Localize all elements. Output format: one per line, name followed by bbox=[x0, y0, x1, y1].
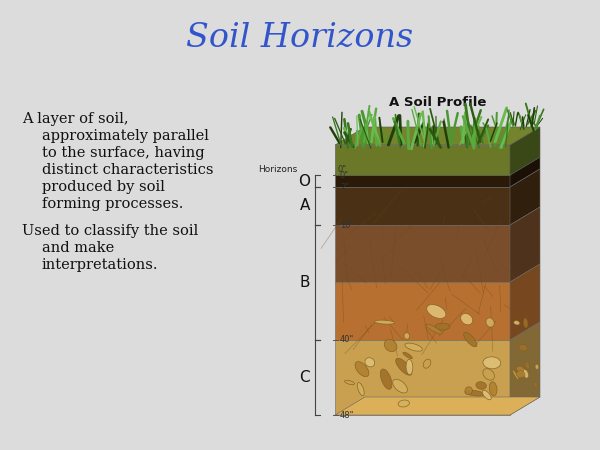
Polygon shape bbox=[510, 157, 540, 187]
Polygon shape bbox=[335, 157, 540, 175]
Text: Horizons: Horizons bbox=[258, 165, 297, 174]
Ellipse shape bbox=[464, 333, 477, 347]
Ellipse shape bbox=[482, 390, 491, 400]
Ellipse shape bbox=[534, 382, 537, 388]
Ellipse shape bbox=[358, 382, 364, 396]
Text: A: A bbox=[299, 198, 310, 213]
Polygon shape bbox=[335, 187, 510, 225]
Ellipse shape bbox=[516, 371, 525, 378]
Text: 40": 40" bbox=[340, 336, 354, 345]
Polygon shape bbox=[335, 225, 510, 282]
Ellipse shape bbox=[524, 318, 528, 328]
Polygon shape bbox=[510, 169, 540, 225]
Ellipse shape bbox=[398, 400, 409, 407]
Polygon shape bbox=[335, 397, 540, 415]
Ellipse shape bbox=[483, 357, 501, 369]
Text: interpretations.: interpretations. bbox=[42, 258, 158, 272]
Ellipse shape bbox=[344, 380, 355, 385]
Ellipse shape bbox=[404, 333, 410, 339]
Text: A layer of soil,: A layer of soil, bbox=[22, 112, 128, 126]
Ellipse shape bbox=[355, 362, 369, 377]
Text: 0": 0" bbox=[340, 171, 349, 180]
Ellipse shape bbox=[403, 352, 412, 359]
Ellipse shape bbox=[523, 369, 529, 378]
Ellipse shape bbox=[426, 324, 442, 334]
Polygon shape bbox=[510, 264, 540, 340]
Polygon shape bbox=[335, 175, 510, 187]
Ellipse shape bbox=[385, 339, 397, 351]
Polygon shape bbox=[335, 127, 540, 145]
Text: 2": 2" bbox=[340, 183, 349, 192]
Polygon shape bbox=[335, 145, 510, 175]
Text: and make: and make bbox=[42, 241, 114, 255]
Ellipse shape bbox=[512, 370, 519, 380]
Text: Used to classify the soil: Used to classify the soil bbox=[22, 224, 198, 238]
Ellipse shape bbox=[365, 358, 375, 367]
Ellipse shape bbox=[483, 369, 494, 380]
Ellipse shape bbox=[476, 382, 487, 389]
Ellipse shape bbox=[517, 366, 526, 373]
Ellipse shape bbox=[435, 323, 450, 330]
Ellipse shape bbox=[392, 379, 407, 393]
Text: produced by soil: produced by soil bbox=[42, 180, 165, 194]
Ellipse shape bbox=[465, 390, 484, 396]
Polygon shape bbox=[510, 322, 540, 415]
Ellipse shape bbox=[525, 362, 529, 369]
Text: 10": 10" bbox=[340, 220, 354, 230]
Ellipse shape bbox=[535, 364, 539, 369]
Ellipse shape bbox=[489, 382, 497, 396]
Text: A Soil Profile: A Soil Profile bbox=[389, 96, 486, 109]
Ellipse shape bbox=[406, 360, 413, 375]
Ellipse shape bbox=[423, 359, 431, 368]
Ellipse shape bbox=[514, 321, 520, 325]
Polygon shape bbox=[510, 127, 540, 175]
Text: to the surface, having: to the surface, having bbox=[42, 146, 205, 160]
Text: approximately parallel: approximately parallel bbox=[42, 129, 209, 143]
Text: Soil Horizons: Soil Horizons bbox=[187, 22, 413, 54]
Polygon shape bbox=[335, 282, 510, 340]
Text: 0": 0" bbox=[337, 165, 346, 174]
Text: O: O bbox=[298, 174, 310, 189]
Text: distinct characteristics: distinct characteristics bbox=[42, 163, 214, 177]
Ellipse shape bbox=[427, 305, 446, 319]
Text: C: C bbox=[299, 370, 310, 385]
Polygon shape bbox=[335, 340, 510, 415]
Ellipse shape bbox=[395, 358, 412, 375]
Ellipse shape bbox=[405, 343, 422, 351]
Text: B: B bbox=[299, 275, 310, 290]
Ellipse shape bbox=[486, 318, 494, 327]
Ellipse shape bbox=[380, 369, 392, 389]
Polygon shape bbox=[510, 207, 540, 282]
Ellipse shape bbox=[519, 344, 527, 351]
Ellipse shape bbox=[465, 387, 472, 395]
Ellipse shape bbox=[374, 320, 395, 324]
Text: 48": 48" bbox=[340, 410, 355, 419]
Ellipse shape bbox=[461, 314, 473, 325]
Text: forming processes.: forming processes. bbox=[42, 197, 184, 211]
